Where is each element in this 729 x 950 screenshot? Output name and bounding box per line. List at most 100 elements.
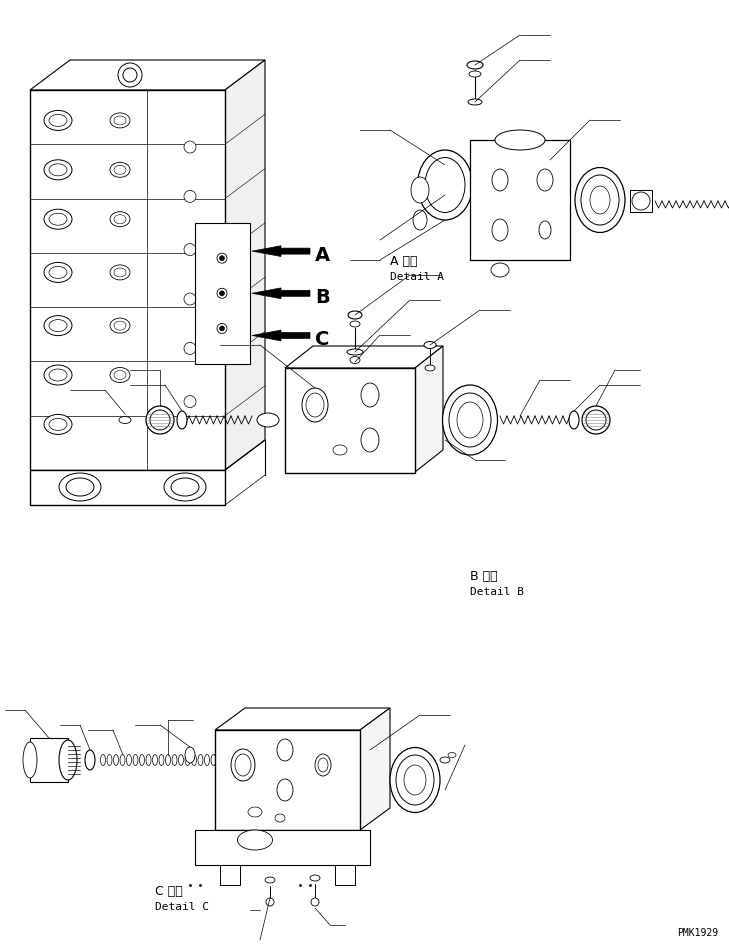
Ellipse shape — [114, 321, 126, 330]
Ellipse shape — [491, 263, 509, 277]
Ellipse shape — [59, 473, 101, 501]
Ellipse shape — [198, 754, 203, 766]
Ellipse shape — [581, 175, 619, 225]
Bar — [30, 90, 225, 470]
Ellipse shape — [449, 393, 491, 447]
Ellipse shape — [235, 754, 251, 776]
Ellipse shape — [348, 311, 362, 319]
Ellipse shape — [185, 747, 195, 763]
Circle shape — [217, 288, 227, 298]
Circle shape — [184, 141, 196, 153]
Ellipse shape — [443, 385, 497, 455]
Ellipse shape — [146, 754, 151, 766]
Ellipse shape — [495, 130, 545, 150]
Circle shape — [217, 323, 227, 333]
Ellipse shape — [177, 411, 187, 429]
Ellipse shape — [350, 356, 360, 364]
Ellipse shape — [119, 416, 131, 424]
Ellipse shape — [404, 765, 426, 795]
Ellipse shape — [179, 754, 184, 766]
Circle shape — [184, 395, 196, 408]
Polygon shape — [415, 346, 443, 472]
Ellipse shape — [277, 739, 293, 761]
Ellipse shape — [440, 757, 450, 763]
Circle shape — [219, 291, 225, 295]
Ellipse shape — [418, 150, 472, 220]
Ellipse shape — [582, 406, 610, 434]
Ellipse shape — [49, 163, 67, 176]
Ellipse shape — [469, 71, 481, 77]
Ellipse shape — [315, 754, 331, 776]
Ellipse shape — [413, 210, 427, 230]
Ellipse shape — [492, 219, 508, 241]
Ellipse shape — [110, 368, 130, 383]
Ellipse shape — [44, 110, 72, 130]
Ellipse shape — [152, 754, 157, 766]
Ellipse shape — [101, 754, 106, 766]
Ellipse shape — [49, 266, 67, 278]
Circle shape — [219, 326, 225, 331]
Circle shape — [118, 63, 142, 87]
Circle shape — [217, 253, 227, 263]
Bar — [285, 368, 415, 473]
Ellipse shape — [318, 758, 328, 772]
Text: Detail C: Detail C — [155, 902, 209, 912]
Ellipse shape — [120, 754, 125, 766]
Circle shape — [184, 190, 196, 202]
Ellipse shape — [23, 742, 37, 778]
FancyArrow shape — [252, 246, 310, 256]
Ellipse shape — [44, 209, 72, 229]
Circle shape — [184, 342, 196, 354]
Text: B: B — [315, 288, 330, 307]
Polygon shape — [225, 60, 265, 470]
Ellipse shape — [333, 445, 347, 455]
Ellipse shape — [49, 369, 67, 381]
Ellipse shape — [85, 750, 95, 770]
Ellipse shape — [164, 473, 206, 501]
Bar — [470, 140, 570, 260]
Bar — [30, 738, 68, 782]
Text: C 詳細: C 詳細 — [155, 885, 183, 898]
Circle shape — [219, 256, 225, 260]
Ellipse shape — [350, 321, 360, 327]
Ellipse shape — [110, 318, 130, 333]
Ellipse shape — [44, 262, 72, 282]
Ellipse shape — [238, 830, 273, 850]
Bar — [195, 830, 370, 865]
Ellipse shape — [575, 167, 625, 233]
Ellipse shape — [231, 749, 255, 781]
Ellipse shape — [211, 754, 216, 766]
Ellipse shape — [49, 418, 67, 430]
Ellipse shape — [257, 413, 279, 427]
Ellipse shape — [110, 265, 130, 280]
Bar — [220, 865, 240, 885]
Text: A 詳細: A 詳細 — [390, 255, 418, 268]
Ellipse shape — [114, 215, 126, 223]
Polygon shape — [285, 346, 443, 368]
Ellipse shape — [277, 779, 293, 801]
Ellipse shape — [150, 410, 170, 430]
Ellipse shape — [302, 388, 328, 422]
Ellipse shape — [467, 61, 483, 69]
Bar — [195, 223, 250, 364]
Circle shape — [184, 243, 196, 256]
Ellipse shape — [110, 162, 130, 178]
Ellipse shape — [448, 752, 456, 757]
Circle shape — [184, 293, 196, 305]
Ellipse shape — [492, 169, 508, 191]
FancyArrow shape — [252, 330, 310, 341]
Ellipse shape — [361, 428, 379, 452]
Text: B 詳細: B 詳細 — [470, 570, 498, 583]
Ellipse shape — [586, 410, 606, 430]
Ellipse shape — [275, 814, 285, 822]
Ellipse shape — [185, 754, 190, 766]
Ellipse shape — [114, 116, 126, 124]
Ellipse shape — [49, 319, 67, 332]
Ellipse shape — [265, 877, 275, 883]
Polygon shape — [215, 708, 390, 730]
Text: Detail B: Detail B — [470, 587, 524, 597]
Ellipse shape — [172, 754, 177, 766]
Ellipse shape — [411, 177, 429, 203]
Ellipse shape — [539, 221, 551, 239]
Ellipse shape — [396, 755, 434, 805]
